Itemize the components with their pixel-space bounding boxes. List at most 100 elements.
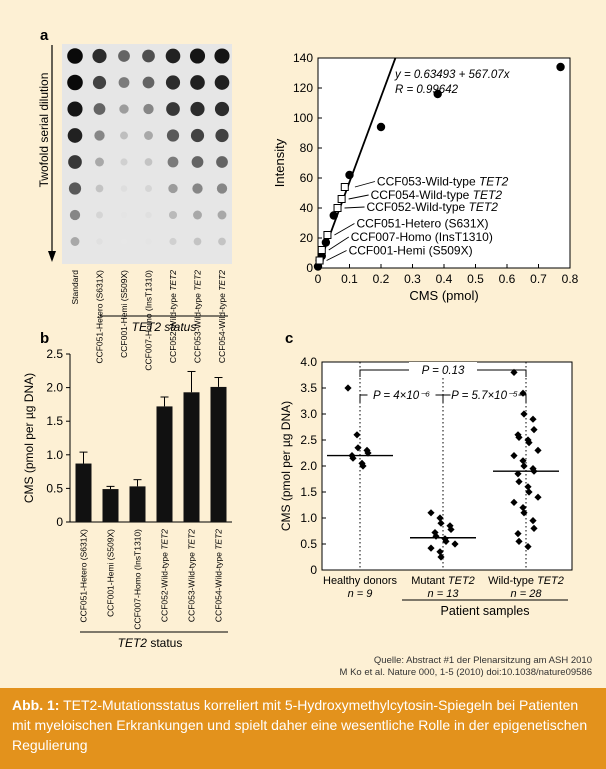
annotation-arrow [354,181,376,188]
groups-y-tick-label: 1.5 [300,485,317,499]
sample-point [323,231,332,239]
groups-y-tick-label: 0.5 [300,537,317,551]
blot-dot [166,129,180,142]
comparison-label: P = 4×10⁻⁶ [373,390,430,402]
curve-y-label: Intensity [272,138,287,187]
annotation-arrow [328,236,350,251]
blot-column-label: CCF054-Wild-type TET2 [217,270,227,363]
curve-x-tick-label: 0.7 [530,272,547,286]
blot-dot [193,210,202,220]
blot-dot [214,101,230,117]
bar-x-label: TET2 status [118,636,183,650]
annotation-arrow [326,250,347,261]
blot-dot [93,103,106,115]
blot-dot [95,184,104,193]
sample-point [337,195,346,203]
curve-plot-area [317,57,571,269]
blot-dot [144,131,153,140]
sample-point [340,183,349,191]
bar-category-label: CCF007-Homo (InsT1310) [133,529,143,630]
curve-y-tick-label: 100 [293,111,313,125]
annotation-label: CCF007-Homo (InsT1310) [351,230,493,244]
figure: a b c Twofold serial dilution Standard CC… [22,27,579,650]
groups-y-tick-label: 2.5 [300,433,317,447]
blot-dot [68,182,82,195]
bar-y-tick-label: 2.5 [46,347,63,361]
blot-dot [168,183,178,194]
group-point [349,454,357,462]
panel-label-b: b [40,330,49,347]
annotation-arrow [344,206,365,209]
annotation-label: CCF001-Hemi (S509X) [349,244,473,258]
standard-point [321,238,331,247]
blot-dot [216,183,228,194]
source-line-1: Quelle: Abstract #1 der Plenarsitzung am… [373,655,592,666]
bar-y-tick-label: 0.5 [46,481,63,495]
blot-dot [168,210,178,220]
blot-dot [215,128,229,143]
comparison-label-bg [450,387,519,402]
group-point [427,509,435,517]
group-point [515,478,523,486]
bar-y-tick-label: 0 [56,515,63,529]
curve-x-tick-label: 0.1 [341,272,358,286]
group-point [514,530,522,538]
blot-dot [118,77,130,88]
blot-dot [142,76,155,89]
comparison-label: P = 0.13 [422,365,465,377]
blot-dot [67,128,83,143]
groups-y-label: CMS (pmol per µg DNA) [279,401,293,531]
group-point [514,431,522,439]
blot-dot [95,157,104,167]
sample-point [317,246,326,254]
group-point [529,465,537,473]
curve-y-tick-label: 140 [293,51,313,65]
group-point [519,457,527,465]
group-point [436,514,444,522]
blot-dot [217,210,227,220]
group-point [515,537,523,545]
blot-dot [143,103,154,115]
dot-blot-panel: Twofold serial dilution Standard CCF051-H… [37,44,232,371]
group-n-label: n = 13 [428,588,460,600]
caption-text: TET2-Mutationsstatus korreliert mit 5-Hy… [12,697,588,753]
blot-dot [190,75,205,90]
group-point [353,431,361,439]
blot-dot [120,185,128,192]
standard-point [329,211,338,220]
group-n-label: n = 9 [348,588,373,600]
groups-y-tick-label: 4.0 [300,355,317,369]
bar-category-label: CCF052-Wild-type TET2 [160,529,170,622]
blot-dot [190,128,205,143]
blot-dot [142,49,155,63]
panel-label-a: a [40,27,49,44]
annotation-label: CCF052-Wild-type TET2 [367,200,499,214]
curve-y-tick-label: 60 [300,171,314,185]
bar [75,463,92,522]
blot-dot [68,155,82,169]
group-n-label: n = 28 [511,588,543,600]
bar [156,406,173,522]
group-point [344,384,352,392]
group-point [510,498,518,506]
curve-x-tick-label: 0.8 [562,272,579,286]
group-point [525,488,533,496]
group-point [519,504,527,512]
curve-y-tick-label: 40 [300,201,314,215]
group-point [524,543,532,551]
group-point [354,444,362,452]
groups-y-tick-label: 3.0 [300,407,317,421]
group-point [534,446,542,454]
blot-dot [92,48,107,64]
blot-dot [69,209,81,221]
annotation-label: CCF053-Wild-type TET2 [377,175,509,189]
patient-samples-label: Patient samples [441,604,530,618]
blot-dot [218,237,226,246]
blot-dot [67,101,83,117]
group-point [510,452,518,460]
blot-dot [67,48,83,64]
bar-chart-panel: 0 0.5 1.0 1.5 2.0 2.5 CMS (pmol per µg DNA) CCF… [22,347,232,650]
group-point [525,439,533,447]
standard-point [433,89,442,99]
group-name-label: Healthy donors [323,575,397,587]
